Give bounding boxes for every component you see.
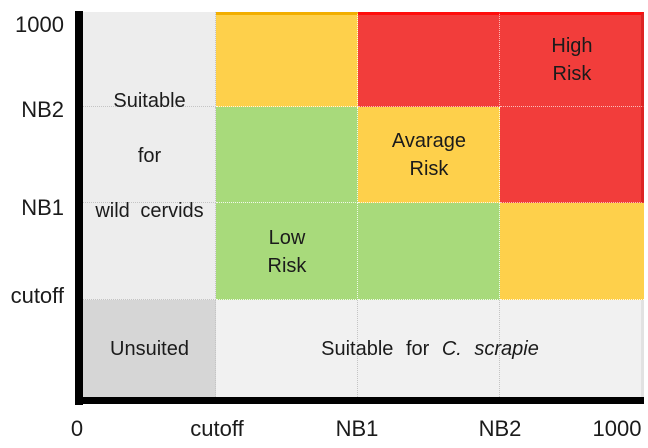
matrix-cell-r1-c2-yellow bbox=[358, 107, 500, 203]
x-tick-cutoff: cutoff bbox=[190, 416, 244, 441]
y-tick-1000: 1000 bbox=[15, 12, 64, 37]
x-tick-nb2: NB2 bbox=[478, 416, 522, 441]
matrix-cell-r3-c0-dgray bbox=[83, 300, 216, 397]
matrix-cell-r0-c3-red bbox=[500, 12, 644, 107]
matrix-cell-r2-c2-green bbox=[358, 203, 500, 300]
x-tick-0: 0 bbox=[70, 416, 84, 441]
y-tick-cutoff: cutoff bbox=[10, 283, 64, 308]
matrix-cell-r1-c0-gray bbox=[83, 107, 216, 203]
x-tick-nb1: NB1 bbox=[335, 416, 379, 441]
matrix-cell-r1-c1-green bbox=[216, 107, 358, 203]
x-tick-1000: 1000 bbox=[592, 416, 642, 441]
matrix-cell-r2-c1-green bbox=[216, 203, 358, 300]
y-tick-nb1: NB1 bbox=[21, 195, 64, 220]
matrix-cell-r0-c2-red bbox=[358, 12, 500, 107]
x-axis-line bbox=[75, 397, 644, 404]
matrix-cell-r3-c1-fgray bbox=[216, 300, 358, 397]
y-tick-nb2: NB2 bbox=[21, 97, 64, 122]
matrix-grid bbox=[83, 12, 644, 397]
matrix-cell-r0-c0-gray bbox=[83, 12, 216, 107]
y-axis-line bbox=[75, 11, 83, 405]
matrix-cell-r0-c1-yellow bbox=[216, 12, 358, 107]
matrix-cell-r1-c3-red bbox=[500, 107, 644, 203]
matrix-cell-r3-c2-fgray bbox=[358, 300, 500, 397]
matrix-cell-r3-c3-fgray bbox=[500, 300, 644, 397]
matrix-cell-r2-c0-gray bbox=[83, 203, 216, 300]
matrix-cell-r2-c3-yellow bbox=[500, 203, 644, 300]
